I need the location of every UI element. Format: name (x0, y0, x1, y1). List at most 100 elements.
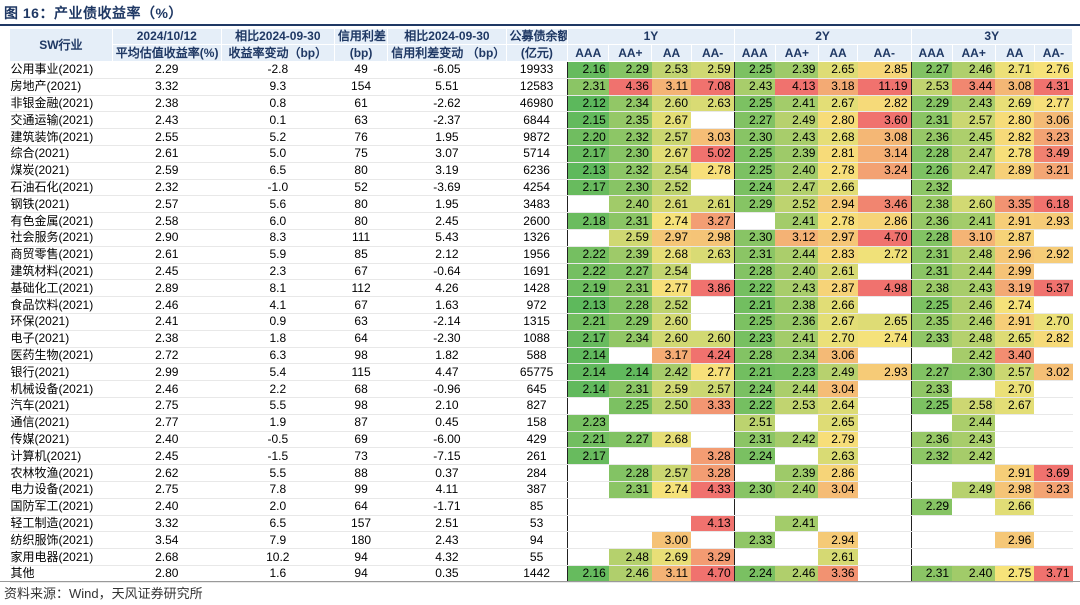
yield-heat-cell: 2.72 (857, 246, 911, 264)
yield-heat-cell: 2.98 (691, 229, 735, 247)
yield-heat-cell: 2.41 (775, 95, 819, 113)
yield-heat-cell: 3.46 (857, 195, 911, 214)
yield-change-cell: 6.5 (221, 162, 335, 180)
spread-cell: 157 (334, 515, 388, 533)
yield-heat-cell (608, 347, 652, 365)
industry-name: 社会服务(2021) (9, 229, 113, 247)
yield-heat-cell: 2.15 (567, 111, 609, 130)
yield-heat-cell: 3.03 (691, 128, 735, 146)
industry-name: 食品饮料(2021) (9, 296, 113, 314)
yield-heat-cell: 2.60 (651, 313, 692, 331)
industry-name: 计算机(2021) (9, 447, 113, 466)
yield-heat-cell (691, 111, 735, 130)
yield-heat-cell (651, 515, 692, 533)
yield-heat-cell: 2.14 (608, 363, 652, 382)
yield-heat-cell (691, 498, 735, 516)
yield-heat-cell: 2.52 (651, 179, 692, 197)
spread-cell: 67 (334, 296, 388, 314)
yield-change-cell: -0.5 (221, 431, 335, 449)
yield-heat-cell: 2.41 (775, 212, 819, 230)
yield-heat-cell: 2.38 (910, 279, 953, 298)
yield-heat-cell: 3.28 (691, 464, 735, 482)
yield-heat-cell: 3.06 (1034, 111, 1073, 130)
yield-heat-cell (1034, 296, 1073, 314)
industry-name: 建筑装饰(2021) (9, 128, 113, 146)
header-spread-chg-bottom: 信用利差变动 （bp） (387, 44, 507, 62)
table-row: 建筑装饰(2021) 2.55 5.2 76 1.95 9872 2.20 2.32 2.57 3… (9, 128, 1073, 146)
header-term-1y: 1Y (567, 28, 735, 45)
yield-heat-cell: 2.78 (818, 212, 858, 230)
table-row: 家用电器(2021) 2.68 10.2 94 4.32 55 2.48 2.69 3.29 2.… (9, 548, 1073, 566)
yield-heat-cell (1034, 263, 1073, 281)
yield-heat-cell (733, 498, 776, 516)
yield-heat-cell: 2.94 (818, 195, 858, 214)
yield-heat-cell: 2.14 (567, 380, 609, 398)
yield-heat-cell: 2.66 (818, 179, 858, 197)
yield-heat-cell: 2.36 (910, 128, 953, 146)
yield-heat-cell: 2.96 (995, 246, 1035, 264)
yield-heat-cell: 3.60 (857, 111, 911, 130)
yield-heat-cell: 2.70 (1034, 313, 1073, 331)
yield-heat-cell: 2.68 (651, 431, 692, 449)
yield-heat-cell (857, 548, 911, 566)
yield-heat-cell: 2.85 (857, 61, 911, 79)
balance-cell: 387 (506, 481, 568, 499)
avg-yield-cell: 2.57 (112, 195, 222, 214)
spread-cell: 49 (334, 61, 388, 79)
yield-heat-cell: 2.27 (910, 61, 953, 79)
spread-cell: 75 (334, 145, 388, 163)
industry-name: 纺织服饰(2021) (9, 531, 113, 550)
yield-heat-cell: 2.39 (775, 145, 819, 163)
yield-heat-cell: 2.35 (608, 111, 652, 130)
yield-heat-cell: 3.04 (818, 481, 858, 499)
yield-heat-cell: 2.21 (733, 363, 776, 382)
yield-heat-cell: 3.08 (857, 128, 911, 146)
industry-name: 非银金融(2021) (9, 95, 113, 113)
balance-cell: 6844 (506, 111, 568, 130)
yield-heat-cell (733, 464, 776, 482)
yield-heat-cell (567, 464, 609, 482)
spread-change-cell: 4.47 (387, 363, 507, 382)
yield-change-cell: 6.3 (221, 347, 335, 365)
yield-heat-cell (857, 179, 911, 197)
yield-heat-cell: 2.68 (651, 246, 692, 264)
yield-heat-cell: 3.02 (1034, 363, 1073, 382)
yield-heat-cell: 2.31 (608, 212, 652, 230)
yield-heat-cell: 4.36 (608, 78, 652, 96)
avg-yield-cell: 2.75 (112, 397, 222, 415)
yield-heat-cell: 2.38 (775, 296, 819, 314)
yield-heat-cell: 2.48 (952, 330, 996, 348)
spread-change-cell: 1.95 (387, 195, 507, 214)
yield-heat-cell: 2.47 (952, 162, 996, 180)
yield-heat-cell: 2.78 (818, 162, 858, 180)
avg-yield-cell: 2.38 (112, 95, 222, 113)
yield-heat-cell (1034, 347, 1073, 365)
yield-heat-cell: 2.67 (818, 95, 858, 113)
yield-heat-cell (691, 296, 735, 314)
yield-heat-cell: 2.21 (567, 431, 609, 449)
yield-change-cell: 7.8 (221, 481, 335, 499)
avg-yield-cell: 2.45 (112, 447, 222, 466)
yield-heat-cell: 2.41 (775, 330, 819, 348)
yield-heat-cell: 3.08 (995, 78, 1035, 96)
yield-heat-cell: 2.33 (733, 531, 776, 550)
yield-heat-cell: 2.29 (910, 95, 953, 113)
yield-heat-cell (857, 515, 911, 533)
yield-heat-cell (995, 548, 1035, 566)
yield-table: SW行业 2024/10/12 相比2024-09-30 信用利差 相比2024… (9, 28, 1074, 583)
yield-heat-cell: 2.86 (818, 464, 858, 482)
spread-change-cell: 3.07 (387, 145, 507, 163)
yield-heat-cell: 2.24 (733, 565, 776, 583)
yield-heat-cell (733, 212, 776, 230)
balance-cell: 1442 (506, 565, 568, 583)
yield-heat-cell: 2.46 (952, 313, 996, 331)
yield-heat-cell (857, 296, 911, 314)
yield-heat-cell: 2.48 (952, 246, 996, 264)
spread-change-cell: -0.64 (387, 263, 507, 281)
yield-heat-cell: 3.28 (691, 447, 735, 466)
yield-heat-cell (691, 179, 735, 197)
yield-heat-cell: 2.30 (733, 481, 776, 499)
yield-heat-cell: 4.13 (775, 78, 819, 96)
yield-heat-cell (910, 548, 953, 566)
yield-heat-cell (567, 515, 609, 533)
